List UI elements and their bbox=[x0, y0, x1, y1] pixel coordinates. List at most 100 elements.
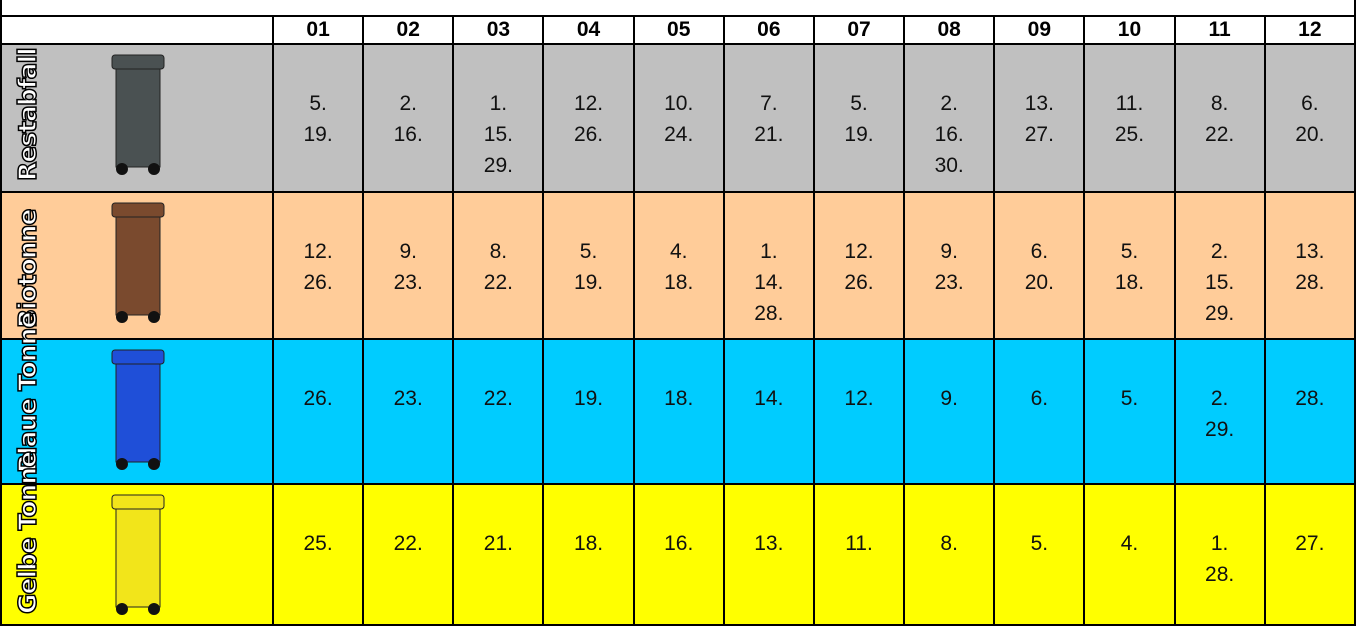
date-text: 26. bbox=[274, 383, 362, 414]
bin-label: Biotonne bbox=[13, 210, 42, 328]
date-cell: 25. bbox=[273, 484, 363, 625]
date-text: 2. bbox=[364, 88, 452, 119]
date-cell: 2.15.29. bbox=[1175, 192, 1265, 339]
date-text: 19. bbox=[274, 119, 362, 150]
bin-image bbox=[108, 201, 168, 325]
date-text: 9. bbox=[905, 383, 993, 414]
date-text: 2. bbox=[1176, 236, 1264, 267]
date-text: 5. bbox=[274, 88, 362, 119]
date-cell: 12.26. bbox=[273, 192, 363, 339]
date-cell: 11.25. bbox=[1084, 44, 1174, 192]
date-text: 29. bbox=[454, 150, 542, 181]
date-text: 18. bbox=[1085, 267, 1173, 298]
date-cell: 27. bbox=[1265, 484, 1355, 625]
date-cell: 10.24. bbox=[634, 44, 724, 192]
date-cell: 1.15.29. bbox=[453, 44, 543, 192]
month-header: 05 bbox=[634, 16, 724, 44]
date-text: 23. bbox=[364, 383, 452, 414]
date-text: 14. bbox=[725, 383, 813, 414]
date-cell: 13. bbox=[724, 484, 814, 625]
date-cell: 9.23. bbox=[904, 192, 994, 339]
date-text: 1. bbox=[725, 236, 813, 267]
date-cell: 13.27. bbox=[994, 44, 1084, 192]
month-header: 11 bbox=[1175, 16, 1265, 44]
date-text: 12. bbox=[815, 383, 903, 414]
date-cell: 5.19. bbox=[273, 44, 363, 192]
date-text: 29. bbox=[1176, 414, 1264, 445]
date-cell: 12.26. bbox=[814, 192, 904, 339]
bin-image bbox=[108, 493, 168, 617]
date-text: 26. bbox=[274, 267, 362, 298]
date-text: 8. bbox=[1176, 88, 1264, 119]
month-header: 09 bbox=[994, 16, 1084, 44]
date-text: 26. bbox=[544, 119, 632, 150]
date-cell: 16. bbox=[634, 484, 724, 625]
date-cell: 8.22. bbox=[1175, 44, 1265, 192]
date-text: 7. bbox=[725, 88, 813, 119]
date-cell: 1.14.28. bbox=[724, 192, 814, 339]
month-header: 01 bbox=[273, 16, 363, 44]
date-text: 10. bbox=[635, 88, 723, 119]
month-header: 04 bbox=[543, 16, 633, 44]
bin-label-cell: Gelbe Tonne bbox=[1, 484, 273, 625]
top-cell bbox=[1, 0, 1355, 16]
bin-label-cell: Restabfall bbox=[1, 44, 273, 192]
date-cell: 11. bbox=[814, 484, 904, 625]
date-text: 25. bbox=[274, 528, 362, 559]
bin-label: Restabfall bbox=[13, 48, 42, 181]
date-cell: 2.16. bbox=[363, 44, 453, 192]
date-cell: 9. bbox=[904, 339, 994, 484]
date-text: 15. bbox=[454, 119, 542, 150]
bin-image bbox=[108, 348, 168, 472]
date-cell: 21. bbox=[453, 484, 543, 625]
date-text: 1. bbox=[1176, 528, 1264, 559]
date-text: 12. bbox=[544, 88, 632, 119]
bin-row: Blaue Tonne26.23.22.19.18.14.12.9.6.5.2.… bbox=[1, 339, 1355, 484]
date-text: 25. bbox=[1085, 119, 1173, 150]
date-text: 22. bbox=[454, 383, 542, 414]
date-cell: 2.29. bbox=[1175, 339, 1265, 484]
date-cell: 14. bbox=[724, 339, 814, 484]
date-cell: 6.20. bbox=[994, 192, 1084, 339]
date-cell: 4.18. bbox=[634, 192, 724, 339]
date-cell: 13.28. bbox=[1265, 192, 1355, 339]
date-cell: 18. bbox=[634, 339, 724, 484]
date-text: 1. bbox=[454, 88, 542, 119]
date-cell: 18. bbox=[543, 484, 633, 625]
date-cell: 5. bbox=[1084, 339, 1174, 484]
date-cell: 5.19. bbox=[543, 192, 633, 339]
date-text: 28. bbox=[1266, 383, 1354, 414]
date-text: 4. bbox=[1085, 528, 1173, 559]
date-text: 5. bbox=[1085, 236, 1173, 267]
date-text: 2. bbox=[905, 88, 993, 119]
month-header: 02 bbox=[363, 16, 453, 44]
date-cell: 4. bbox=[1084, 484, 1174, 625]
date-cell: 26. bbox=[273, 339, 363, 484]
date-cell: 12. bbox=[814, 339, 904, 484]
date-text: 13. bbox=[725, 528, 813, 559]
date-cell: 28. bbox=[1265, 339, 1355, 484]
month-header: 10 bbox=[1084, 16, 1174, 44]
date-cell: 5. bbox=[994, 484, 1084, 625]
date-text: 28. bbox=[1176, 559, 1264, 590]
date-text: 20. bbox=[1266, 119, 1354, 150]
date-cell: 12.26. bbox=[543, 44, 633, 192]
date-cell: 23. bbox=[363, 339, 453, 484]
date-cell: 6. bbox=[994, 339, 1084, 484]
date-cell: 1.28. bbox=[1175, 484, 1265, 625]
month-header: 07 bbox=[814, 16, 904, 44]
date-text: 27. bbox=[1266, 528, 1354, 559]
date-text: 6. bbox=[995, 383, 1083, 414]
date-text: 21. bbox=[454, 528, 542, 559]
date-text: 14. bbox=[725, 267, 813, 298]
date-text: 8. bbox=[905, 528, 993, 559]
date-text: 28. bbox=[1266, 267, 1354, 298]
month-header: 12 bbox=[1265, 16, 1355, 44]
date-text: 16. bbox=[635, 528, 723, 559]
date-text: 21. bbox=[725, 119, 813, 150]
date-cell: 5.18. bbox=[1084, 192, 1174, 339]
date-text: 9. bbox=[364, 236, 452, 267]
date-text: 6. bbox=[995, 236, 1083, 267]
top-strip bbox=[1, 0, 1355, 16]
month-header: 03 bbox=[453, 16, 543, 44]
